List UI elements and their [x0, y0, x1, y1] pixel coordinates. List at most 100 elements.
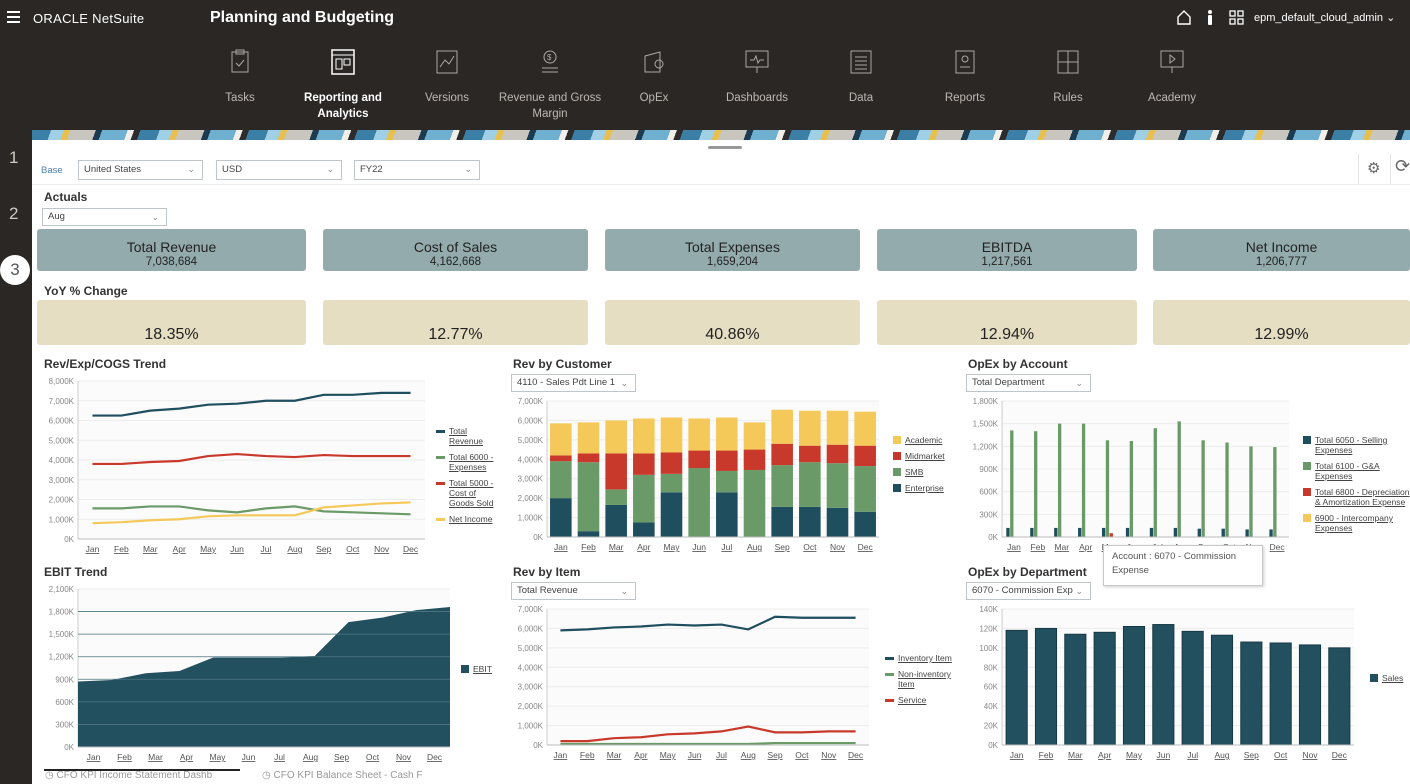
bar-total-6050-selling-expenses[interactable] [1197, 528, 1201, 537]
bottom-tab-income-statement[interactable]: ◷ CFO KPI Income Statement Dashb [45, 770, 213, 781]
bar-total-6050-selling-expenses[interactable] [1078, 527, 1082, 537]
legend-item[interactable]: Academic [893, 435, 955, 445]
x-tick-label[interactable]: Apr [173, 544, 186, 554]
x-tick-label[interactable]: Aug [287, 544, 302, 554]
legend-item[interactable]: 6900 - Intercompany Expenses [1303, 513, 1410, 533]
legend-item[interactable]: Total 6800 - Depreciation & Amortization… [1303, 487, 1410, 507]
bar-segment-midmarket[interactable] [826, 444, 849, 464]
yoy-card[interactable]: 12.77% [323, 300, 588, 345]
x-tick-label[interactable]: Mar [148, 752, 163, 762]
x-tick-label[interactable]: Aug [1214, 750, 1229, 760]
x-tick-label[interactable]: Nov [396, 752, 412, 762]
home-icon[interactable] [1176, 9, 1192, 26]
bar-segment-enterprise[interactable] [577, 531, 600, 537]
bar-segment-enterprise[interactable] [771, 506, 793, 537]
x-tick-label[interactable]: Nov [374, 544, 390, 554]
chart-plot[interactable]: 0K 1,000K 2,000K 3,000K 4,000K 5,000K 6,000K 7,… [505, 603, 875, 763]
series-area-ebit[interactable] [78, 607, 450, 747]
kpi-card[interactable]: Cost of Sales 4,162,668 [323, 229, 588, 271]
x-tick-label[interactable]: Jul [721, 542, 732, 552]
bar-segment-enterprise[interactable] [633, 522, 655, 537]
bar-segment-midmarket[interactable] [716, 450, 738, 471]
bar-segment-academic[interactable] [854, 411, 876, 446]
legend-item[interactable]: EBIT [461, 664, 501, 674]
bar-segment-academic[interactable] [577, 422, 600, 454]
chart-filter-select[interactable]: Total Revenue ⌄ [511, 582, 636, 600]
bar-segment-smb[interactable] [633, 474, 655, 523]
x-tick-label[interactable]: Jul [1187, 750, 1198, 760]
bar-total-6100-g-a-expenses[interactable] [1034, 431, 1038, 537]
chart-filter-select[interactable]: 6070 - Commission Exp ⌄ [966, 582, 1091, 600]
bar-segment-midmarket[interactable] [688, 450, 710, 469]
nav-item-tasks[interactable]: Tasks [185, 40, 295, 130]
bar-total-6050-selling-expenses[interactable] [1221, 528, 1225, 537]
bar-segment-smb[interactable] [771, 465, 793, 507]
x-tick-label[interactable]: Sep [316, 544, 331, 554]
bar-segment-smb[interactable] [550, 461, 572, 499]
bar-sales[interactable] [1064, 633, 1087, 746]
x-tick-label[interactable]: Dec [858, 542, 874, 552]
legend-item[interactable]: Total 6100 - G&A Expenses [1303, 461, 1410, 481]
x-tick-label[interactable]: Feb [580, 750, 595, 760]
legend-item[interactable]: Total 5000 - Cost of Goods Sold [436, 478, 501, 508]
refresh-icon[interactable]: ⟳ [1395, 156, 1410, 176]
x-tick-label[interactable]: Mar [1054, 542, 1069, 552]
x-tick-label[interactable]: Jan [1010, 750, 1024, 760]
series-line-net-income[interactable] [92, 501, 411, 525]
x-tick-label[interactable]: May [663, 542, 680, 552]
bar-segment-enterprise[interactable] [854, 511, 876, 537]
hamburger-menu-icon[interactable] [7, 11, 20, 23]
resize-handle[interactable] [708, 146, 742, 149]
legend-item[interactable]: Total 6000 - Expenses [436, 452, 501, 472]
x-tick-label[interactable]: Feb [117, 752, 132, 762]
bar-segment-academic[interactable] [826, 410, 849, 445]
chart-plot[interactable]: 0K 300K 600K 900K 1,200K 1,500K 1,800K Jan Feb Ma… [960, 395, 1295, 555]
x-tick-label[interactable]: Oct [795, 750, 809, 760]
x-tick-label[interactable]: Dec [403, 544, 419, 554]
x-tick-label[interactable]: Dec [848, 750, 864, 760]
bar-total-6050-selling-expenses[interactable] [1149, 527, 1154, 537]
bar-segment-smb[interactable] [660, 473, 683, 493]
bar-segment-academic[interactable] [550, 423, 572, 456]
bar-sales[interactable] [1210, 634, 1234, 746]
bar-segment-smb[interactable] [799, 462, 821, 507]
chart-plot[interactable]: 0K 1,000K 2,000K 3,000K 4,000K 5,000K 6,000K 7,… [505, 395, 885, 555]
bar-sales[interactable] [1093, 631, 1116, 746]
nav-item-dashboards[interactable]: Dashboards [702, 40, 812, 130]
x-tick-label[interactable]: Apr [637, 542, 650, 552]
bar-sales[interactable] [1269, 642, 1292, 746]
x-tick-label[interactable]: Jan [554, 750, 568, 760]
legend-item[interactable]: SMB [893, 467, 955, 477]
yoy-card[interactable]: 12.99% [1153, 300, 1410, 345]
x-tick-label[interactable]: Mar [1068, 750, 1083, 760]
legend-item[interactable]: Service [885, 695, 955, 705]
bar-segment-midmarket[interactable] [550, 455, 572, 462]
chart-filter-select[interactable]: 4110 - Sales Pdt Line 1 ⌄ [511, 374, 636, 392]
x-tick-label[interactable]: May [200, 544, 217, 554]
base-link[interactable]: Base [41, 165, 63, 176]
bar-segment-smb[interactable] [716, 470, 738, 493]
x-tick-label[interactable]: Jan [86, 544, 100, 554]
nav-item-reports[interactable]: Reports [910, 40, 1020, 130]
legend-item[interactable]: Non-inventory Item [885, 669, 955, 689]
user-menu[interactable]: epm_default_cloud_admin ⌄ [1254, 11, 1395, 24]
series-line-service[interactable] [560, 725, 856, 743]
x-tick-label[interactable]: Aug [303, 752, 318, 762]
x-tick-label[interactable]: Nov [821, 750, 837, 760]
bar-segment-enterprise[interactable] [826, 507, 849, 537]
x-tick-label[interactable]: May [209, 752, 226, 762]
navigator-grid-icon[interactable] [1229, 10, 1244, 25]
bar-segment-midmarket[interactable] [605, 453, 627, 490]
bar-segment-enterprise[interactable] [660, 492, 683, 537]
legend-item[interactable]: Total 6050 - Selling Expenses [1303, 435, 1410, 455]
bar-total-6100-g-a-expenses[interactable] [1057, 423, 1062, 537]
x-tick-label[interactable]: Dec [1269, 542, 1285, 552]
bar-segment-academic[interactable] [688, 418, 710, 451]
x-tick-label[interactable]: Dec [1332, 750, 1348, 760]
bar-total-6100-g-a-expenses[interactable] [1010, 430, 1014, 537]
x-tick-label[interactable]: Jan [554, 542, 568, 552]
bar-sales[interactable] [1034, 627, 1058, 746]
nav-item-academy[interactable]: Academy [1117, 40, 1227, 130]
series-line-non-inventory-item[interactable] [560, 741, 856, 746]
bar-total-6100-g-a-expenses[interactable] [1225, 442, 1229, 537]
